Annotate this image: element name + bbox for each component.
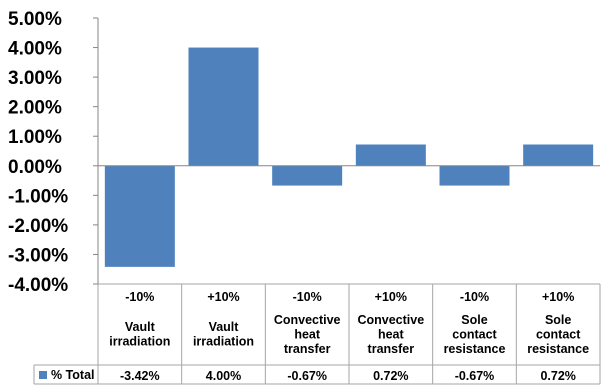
y-tick-label: -4.00% <box>8 275 68 296</box>
y-tick-label: 3.00% <box>8 68 62 89</box>
value-label: 0.72% <box>373 369 408 383</box>
y-tick-label: 2.00% <box>8 98 62 119</box>
legend-label: % Total <box>51 368 95 382</box>
bar <box>272 165 343 186</box>
category-change-label: -10% <box>125 290 154 304</box>
category-name-label: Convective <box>357 313 424 327</box>
value-label: -0.67% <box>455 369 495 383</box>
category-change-label: +10% <box>542 290 574 304</box>
category-name-label: heat <box>378 328 405 342</box>
bar <box>188 47 259 166</box>
value-label: 4.00% <box>206 369 241 383</box>
category-change-label: +10% <box>207 290 239 304</box>
category-name-label: irradiation <box>109 335 170 349</box>
bar <box>439 165 510 186</box>
category-name-label: Convective <box>274 313 341 327</box>
bar <box>355 144 426 166</box>
y-axis: 5.00% 4.00% 3.00% 2.00% 1.00% 0.00% -1.00% -2.0… <box>8 9 99 296</box>
category-name-label: resistance <box>527 342 589 356</box>
category-name-label: contact <box>536 328 581 342</box>
category-name-label: transfer <box>284 342 331 356</box>
data-table: -10%Vaultirradiation-3.42%+10%Vaultirrad… <box>33 283 601 385</box>
category-name-label: transfer <box>368 342 415 356</box>
value-label: -0.67% <box>287 369 327 383</box>
category-name-label: Sole <box>461 313 487 327</box>
category-name-label: contact <box>452 328 497 342</box>
bar <box>104 165 175 267</box>
y-tick-label: -1.00% <box>8 186 68 207</box>
y-tick-label: -2.00% <box>8 216 68 237</box>
bars <box>98 47 600 267</box>
bar <box>523 144 594 166</box>
category-name-label: Vault <box>125 320 156 334</box>
y-tick-label: 4.00% <box>8 39 62 60</box>
category-name-label: irradiation <box>193 335 254 349</box>
y-tick-label: 5.00% <box>8 9 62 30</box>
legend-swatch <box>39 371 47 379</box>
y-tick-label: 1.00% <box>8 127 62 148</box>
category-name-label: Vault <box>209 320 240 334</box>
value-label: 0.72% <box>540 369 575 383</box>
category-name-label: resistance <box>444 342 506 356</box>
value-label: -3.42% <box>120 369 160 383</box>
category-change-label: -10% <box>293 290 322 304</box>
y-tick-label: -3.00% <box>8 245 68 266</box>
y-tick-label: 0.00% <box>8 157 62 178</box>
category-name-label: heat <box>294 328 321 342</box>
category-change-label: +10% <box>375 290 407 304</box>
category-change-label: -10% <box>460 290 489 304</box>
category-name-label: Sole <box>545 313 571 327</box>
